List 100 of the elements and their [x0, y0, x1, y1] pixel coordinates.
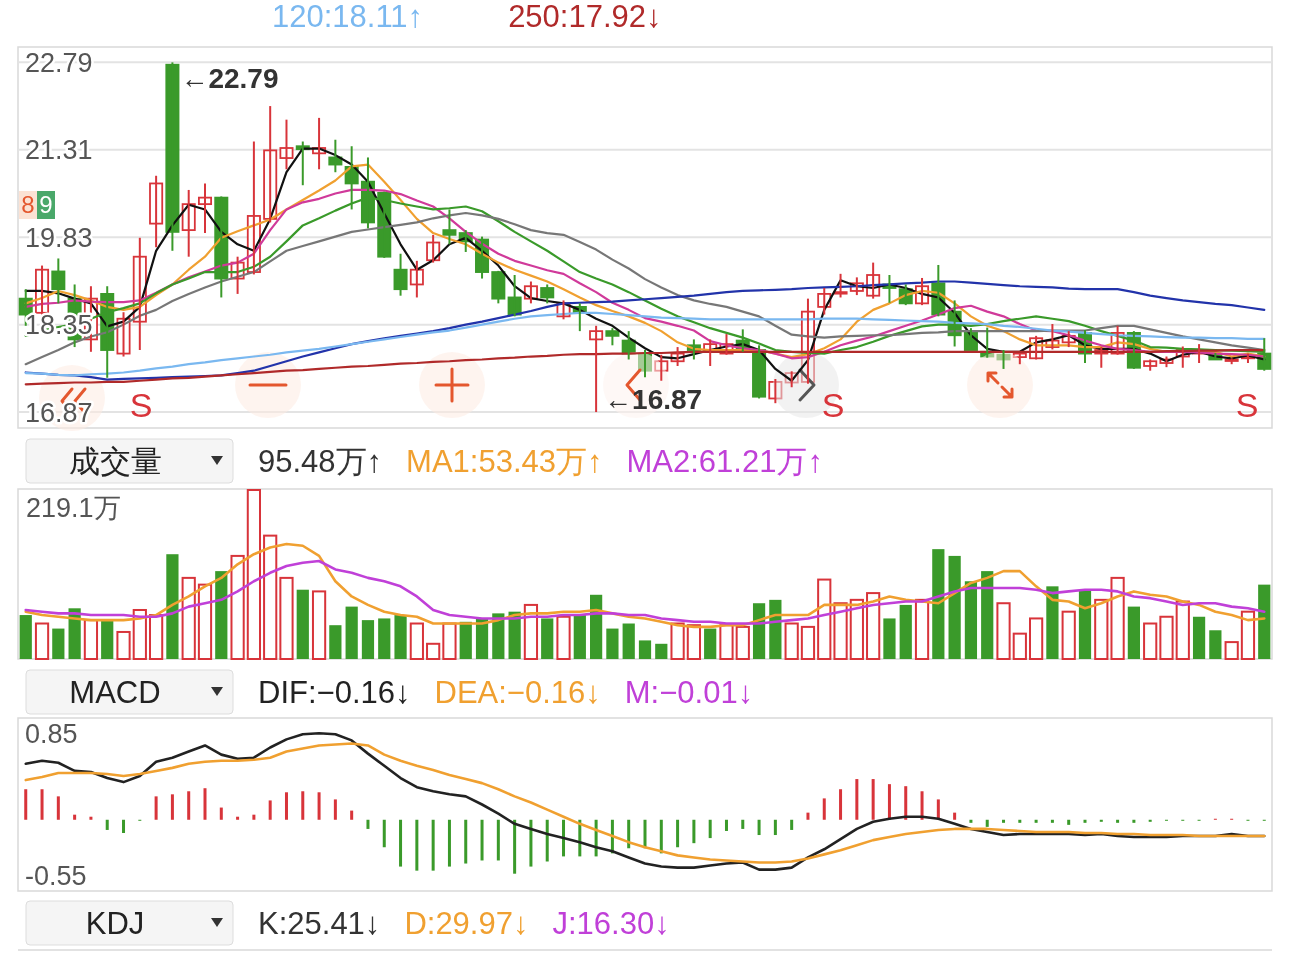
bar: [866, 592, 881, 660]
bar: [431, 819, 435, 871]
bar: [426, 642, 441, 660]
bar: [914, 598, 930, 660]
bar: [230, 554, 245, 660]
bar: [806, 812, 810, 820]
bar: [920, 791, 924, 820]
bar: [735, 625, 750, 660]
bar: [1258, 584, 1271, 659]
bar: [122, 819, 126, 833]
bar: [676, 819, 680, 848]
bar: [883, 618, 896, 659]
bar: [1148, 819, 1152, 822]
bar: [969, 819, 973, 823]
bar: [203, 788, 207, 820]
y-tick-label: 16.87: [25, 397, 93, 428]
bar: [394, 615, 407, 659]
bar: [899, 604, 912, 659]
bar: [132, 608, 147, 660]
bar: [1002, 819, 1006, 823]
bar: [219, 807, 223, 820]
bar: [345, 606, 358, 659]
bar: [378, 618, 391, 659]
bar: [606, 628, 619, 659]
bar: [24, 789, 28, 820]
chart-title: MACD: [69, 674, 161, 710]
text: MA2:61.21万↑: [626, 443, 823, 479]
bar: [964, 581, 978, 659]
bar: [1067, 819, 1071, 825]
bar: [1029, 617, 1044, 660]
series-label: DIF:−0.16↓: [258, 674, 411, 710]
annotation: S: [129, 385, 153, 424]
bar: [1078, 589, 1092, 659]
bar: [996, 602, 1011, 660]
bar: [187, 791, 191, 820]
bar: [1018, 819, 1022, 823]
text: M:−0.01↓: [624, 674, 754, 710]
bar: [800, 625, 816, 660]
text: D:29.97↓: [404, 905, 529, 941]
bar: [415, 819, 419, 871]
bar: [953, 812, 957, 820]
chart-title: 成交量: [68, 443, 162, 479]
bar: [301, 791, 305, 820]
bar: [529, 819, 533, 867]
bar: [741, 819, 745, 829]
bar: [1099, 819, 1103, 822]
bar: [833, 602, 848, 660]
bar: [252, 814, 256, 820]
bar: [638, 640, 652, 659]
bar: [166, 554, 179, 659]
candlestick: [605, 327, 620, 347]
bar: [573, 615, 586, 659]
bar: [545, 819, 549, 862]
bar: [101, 620, 114, 659]
bar: [871, 779, 875, 820]
text: 250:17.92↓: [508, 0, 662, 34]
bar: [822, 798, 826, 820]
bar: [708, 819, 712, 839]
bar: [149, 614, 164, 660]
bar: [1110, 576, 1125, 660]
bar: [409, 622, 424, 660]
bar: [790, 819, 794, 830]
bar: [1143, 622, 1158, 660]
bar: [496, 819, 500, 861]
bar: [887, 784, 891, 820]
annotation: S: [821, 385, 845, 424]
text: 95.48万↑: [258, 443, 383, 479]
bar: [480, 819, 484, 861]
bar: [52, 628, 65, 659]
text: K:25.41↓: [258, 905, 381, 941]
bar: [442, 622, 457, 660]
annotation: ←16.87: [604, 383, 703, 415]
bar: [350, 810, 354, 820]
bar: [1083, 819, 1087, 823]
annotation: 219.1万: [26, 493, 121, 524]
bar: [757, 819, 761, 836]
bar: [215, 571, 228, 659]
bar: [1132, 819, 1136, 823]
text: MA1:53.43万↑: [406, 443, 603, 479]
bar: [1159, 615, 1174, 660]
bar: [268, 800, 272, 820]
series-label: DEA:−0.16↓: [434, 674, 601, 710]
bar: [724, 819, 728, 831]
bar: [284, 792, 288, 820]
bar: [246, 489, 261, 660]
bar: [719, 624, 734, 660]
bar: [361, 620, 375, 659]
annotation: ←22.79: [180, 63, 279, 95]
bar: [692, 819, 696, 844]
bar: [562, 819, 566, 857]
candlestick: [654, 353, 669, 382]
bar: [659, 819, 663, 854]
bar: [948, 555, 961, 659]
bar: [382, 819, 386, 848]
bar: [170, 794, 174, 820]
y-tick-label: -0.55: [25, 861, 87, 892]
bar: [670, 622, 685, 660]
bar: [855, 779, 859, 820]
candlestick: [442, 208, 457, 246]
y-tick-label: 21.31: [25, 135, 93, 166]
